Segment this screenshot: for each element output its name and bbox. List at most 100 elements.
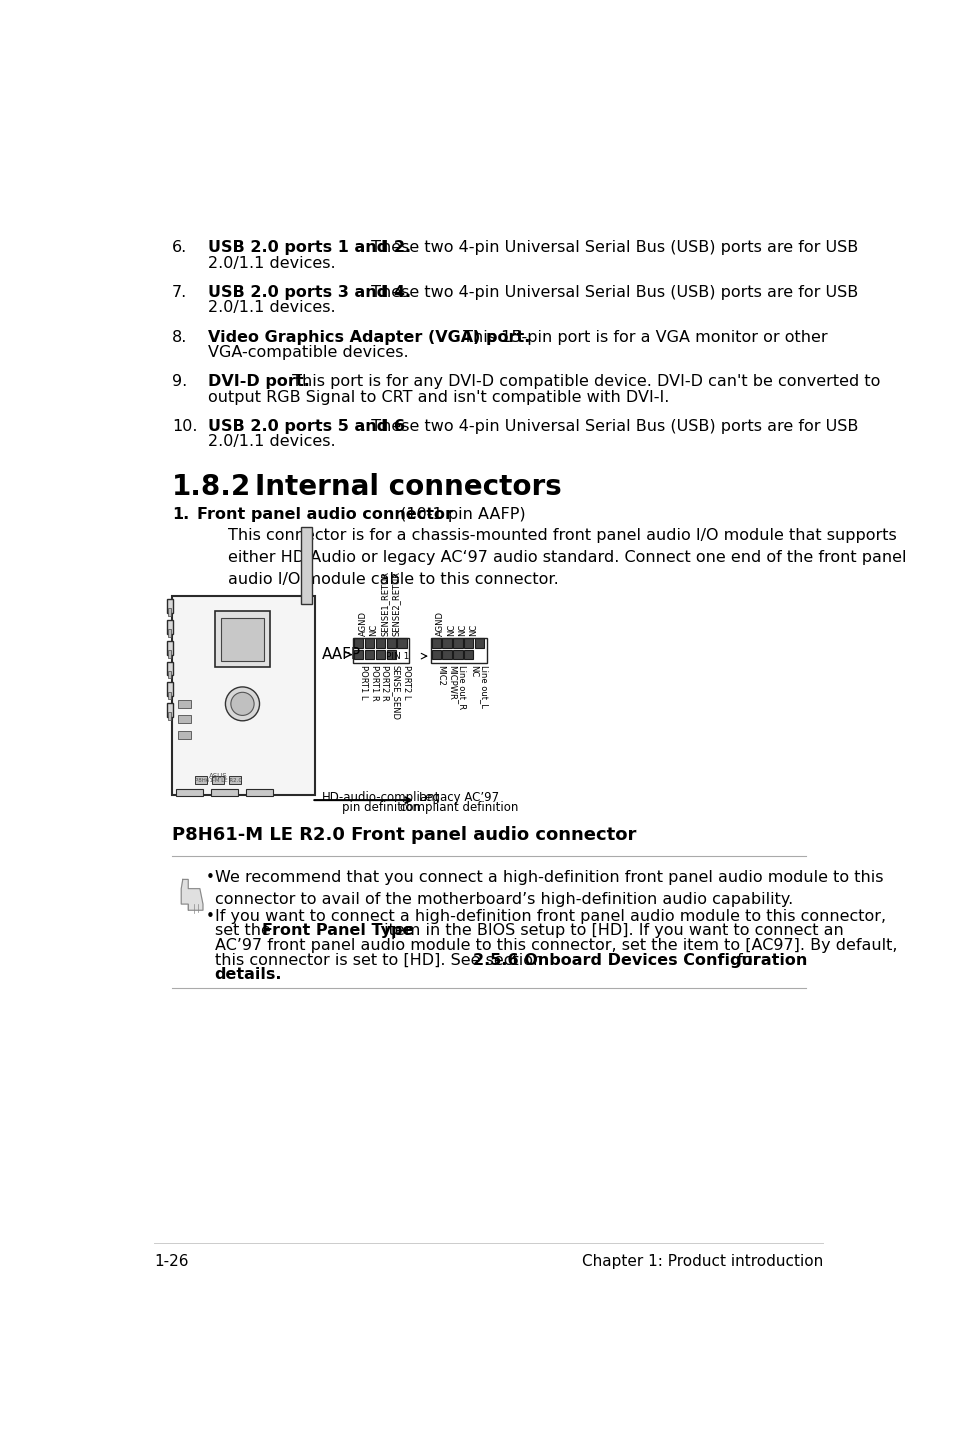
Bar (172, 597, 315, 795)
Text: This connector is for a chassis-mounted front panel audio I/O module that suppor: This connector is for a chassis-mounted … (228, 528, 905, 587)
Text: SENSE1_RETUR: SENSE1_RETUR (380, 571, 389, 636)
Bar (301, 526, 312, 604)
Bar (167, 620, 172, 634)
Text: PORT2 R: PORT2 R (380, 666, 389, 702)
Text: Front Panel Type: Front Panel Type (261, 923, 413, 939)
Bar (442, 650, 452, 659)
Bar (168, 692, 171, 699)
Text: (10-1 pin AAFP): (10-1 pin AAFP) (395, 506, 525, 522)
Bar (353, 638, 409, 663)
Text: 2.0/1.1 devices.: 2.0/1.1 devices. (208, 434, 335, 449)
Bar (211, 788, 237, 797)
Text: PORT2 L: PORT2 L (402, 666, 411, 700)
Text: These two 4-pin Universal Serial Bus (USB) ports are for USB: These two 4-pin Universal Serial Bus (US… (365, 240, 857, 256)
Text: USB 2.0 ports 5 and 6: USB 2.0 ports 5 and 6 (208, 418, 405, 434)
Bar (167, 703, 172, 718)
Bar (453, 638, 462, 647)
Text: 7.: 7. (172, 285, 187, 301)
Polygon shape (181, 880, 203, 910)
Text: for: for (731, 952, 759, 968)
Bar (475, 638, 484, 647)
Text: AC’97 front panel audio module to this connector, set the item to [AC97]. By def: AC’97 front panel audio module to this c… (214, 938, 896, 953)
Text: Video Graphics Adapter (VGA) port.: Video Graphics Adapter (VGA) port. (208, 329, 530, 345)
Text: item in the BIOS setup to [HD]. If you want to connect an: item in the BIOS setup to [HD]. If you w… (378, 923, 843, 939)
Bar (178, 700, 191, 707)
Bar (354, 638, 363, 647)
Text: 1.8.2: 1.8.2 (172, 473, 251, 500)
Bar (245, 788, 273, 797)
Text: SENSE_SEND: SENSE_SEND (391, 666, 400, 720)
Bar (375, 638, 385, 647)
Bar (386, 638, 395, 647)
Text: pin definition: pin definition (342, 801, 419, 814)
Bar (464, 650, 473, 659)
Bar (431, 638, 486, 663)
Text: NC: NC (468, 666, 477, 677)
Bar (167, 661, 172, 676)
Text: PORT1 R: PORT1 R (369, 666, 378, 702)
Text: AGND: AGND (436, 611, 445, 636)
Text: 8.: 8. (172, 329, 187, 345)
Text: We recommend that you connect a high-definition front panel audio module to this: We recommend that you connect a high-def… (214, 870, 882, 907)
Bar (453, 650, 462, 659)
Bar (175, 788, 203, 797)
Bar (167, 600, 172, 613)
Bar (167, 641, 172, 654)
Bar (354, 650, 363, 659)
Text: •: • (205, 870, 213, 886)
Text: set the: set the (214, 923, 275, 939)
Bar (386, 650, 395, 659)
Text: Line out_R: Line out_R (457, 666, 466, 709)
Text: P8H61-M LE R2.0: P8H61-M LE R2.0 (194, 778, 242, 782)
Bar (168, 650, 171, 657)
Text: These two 4-pin Universal Serial Bus (USB) ports are for USB: These two 4-pin Universal Serial Bus (US… (365, 285, 857, 301)
Text: VGA-compatible devices.: VGA-compatible devices. (208, 345, 409, 360)
Text: output RGB Signal to CRT and isn't compatible with DVI-I.: output RGB Signal to CRT and isn't compa… (208, 390, 669, 404)
Text: 10.: 10. (172, 418, 197, 434)
Bar (178, 731, 191, 739)
Text: Internal connectors: Internal connectors (254, 473, 561, 500)
Text: This 15-pin port is for a VGA monitor or other: This 15-pin port is for a VGA monitor or… (457, 329, 827, 345)
Text: AAFP: AAFP (321, 647, 360, 661)
Text: NC: NC (447, 624, 456, 636)
Text: •: • (205, 909, 213, 923)
Text: AGND: AGND (358, 611, 367, 636)
Text: This port is for any DVI-D compatible device. DVI-D can't be converted to: This port is for any DVI-D compatible de… (287, 374, 880, 390)
Bar (168, 608, 171, 615)
Bar (442, 638, 452, 647)
Bar (365, 638, 374, 647)
Text: Chapter 1: Product introduction: Chapter 1: Product introduction (581, 1254, 822, 1270)
Bar (375, 650, 385, 659)
Bar (464, 638, 473, 647)
Text: USB 2.0 ports 3 and 4.: USB 2.0 ports 3 and 4. (208, 285, 411, 301)
Text: If you want to connect a high-definition front panel audio module to this connec: If you want to connect a high-definition… (214, 909, 884, 923)
Bar (167, 682, 172, 696)
Text: 1.: 1. (172, 506, 189, 522)
Bar (397, 638, 406, 647)
Text: HD-audio-compliant: HD-audio-compliant (322, 791, 440, 804)
Bar (178, 716, 191, 723)
Bar (220, 617, 264, 660)
Text: NC: NC (369, 624, 378, 636)
Bar (214, 611, 270, 667)
Text: Line out_L: Line out_L (479, 666, 488, 709)
Text: MIC2: MIC2 (436, 666, 445, 686)
Circle shape (231, 692, 253, 716)
Bar (431, 650, 440, 659)
Bar (168, 630, 171, 637)
Text: 1-26: 1-26 (154, 1254, 189, 1270)
Text: . These two 4-pin Universal Serial Bus (USB) ports are for USB: . These two 4-pin Universal Serial Bus (… (360, 418, 858, 434)
Text: ASUS: ASUS (209, 774, 228, 779)
Bar (168, 712, 171, 720)
Text: NC: NC (457, 624, 466, 636)
Text: Front panel audio connector: Front panel audio connector (196, 506, 453, 522)
Text: 6.: 6. (172, 240, 187, 256)
Circle shape (225, 687, 259, 720)
Text: SENSE2_RETUR: SENSE2_RETUR (391, 571, 400, 636)
Bar (212, 777, 224, 784)
Text: PIN 1: PIN 1 (386, 651, 410, 660)
Text: P8H61-M LE R2.0 Front panel audio connector: P8H61-M LE R2.0 Front panel audio connec… (172, 825, 636, 844)
Text: 2.0/1.1 devices.: 2.0/1.1 devices. (208, 301, 335, 315)
Text: USB 2.0 ports 1 and 2.: USB 2.0 ports 1 and 2. (208, 240, 411, 256)
Text: compliant definition: compliant definition (399, 801, 517, 814)
